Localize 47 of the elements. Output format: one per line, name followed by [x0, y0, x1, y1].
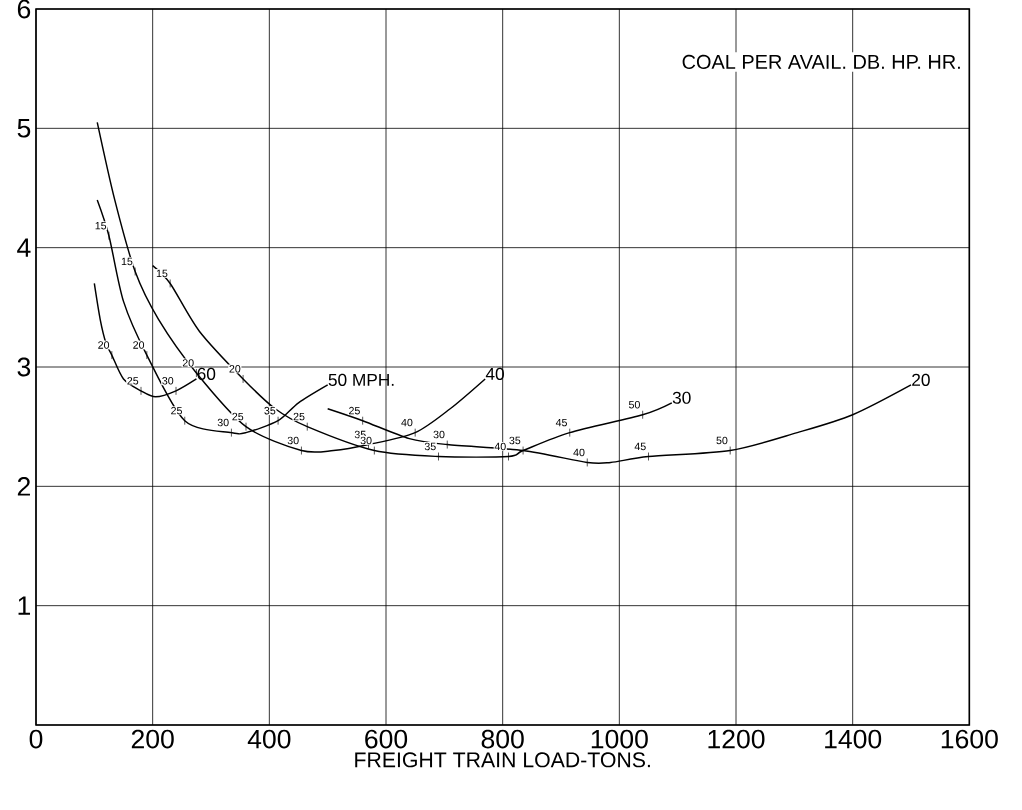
- x-tick-label: 400: [247, 729, 291, 749]
- x-tick-label: 1400: [825, 729, 882, 749]
- series-label: 30: [672, 391, 691, 404]
- annotation: 20: [98, 341, 110, 349]
- annotation: 20: [133, 341, 145, 349]
- annotation: 25: [349, 406, 360, 415]
- y-tick-label: 6: [17, 0, 31, 19]
- text: COAL PER AVAIL. DB. HP. HR.: [682, 54, 960, 69]
- x-tick-label: 1000: [591, 729, 648, 749]
- x-tick-label: 1200: [708, 729, 765, 749]
- x-tick-label: 600: [365, 729, 408, 749]
- annotation: 15: [121, 257, 133, 266]
- annotation: 15: [95, 222, 107, 230]
- annotation: 25: [232, 412, 244, 421]
- annotation: 30: [287, 436, 299, 445]
- annotation: 35: [509, 436, 521, 445]
- x-axis-title: FREIGHT TRAIN LOAD-TONS.: [355, 752, 650, 768]
- annotation: 35: [424, 442, 436, 451]
- series-label: 50 MPH.: [328, 373, 394, 386]
- annotation: 40: [494, 442, 506, 451]
- x-tick-label: 800: [481, 729, 524, 749]
- annotation: 40: [573, 448, 585, 457]
- annotation: 30: [217, 418, 229, 427]
- annotation: 25: [171, 406, 182, 415]
- y-tick-label: 1: [18, 596, 31, 615]
- annotation: 20: [182, 359, 194, 367]
- annotation: 45: [634, 442, 646, 451]
- y-tick-label: 5: [17, 119, 31, 138]
- annotation: 40: [401, 418, 413, 427]
- annotation: 50: [628, 400, 640, 409]
- x-tick-label: 200: [131, 729, 174, 749]
- series-label: 20: [912, 373, 930, 386]
- annotation: 45: [555, 418, 567, 427]
- annotation: 25: [127, 377, 139, 385]
- annotation: 15: [156, 269, 168, 278]
- y-tick-label: 4: [17, 238, 31, 257]
- annotation: 20: [229, 365, 241, 373]
- y-tick-label: 2: [17, 477, 30, 496]
- x-tick-label: 0: [29, 729, 43, 749]
- annotation: 50: [716, 436, 728, 445]
- legend-label: 60: [197, 367, 216, 380]
- y-tick-label: 3: [17, 357, 31, 377]
- annotation: 30: [433, 430, 445, 439]
- annotation: 25: [293, 412, 305, 421]
- x-tick-label: 1600: [941, 729, 998, 749]
- annotation: 35: [264, 406, 276, 415]
- annotation: 30: [162, 377, 174, 385]
